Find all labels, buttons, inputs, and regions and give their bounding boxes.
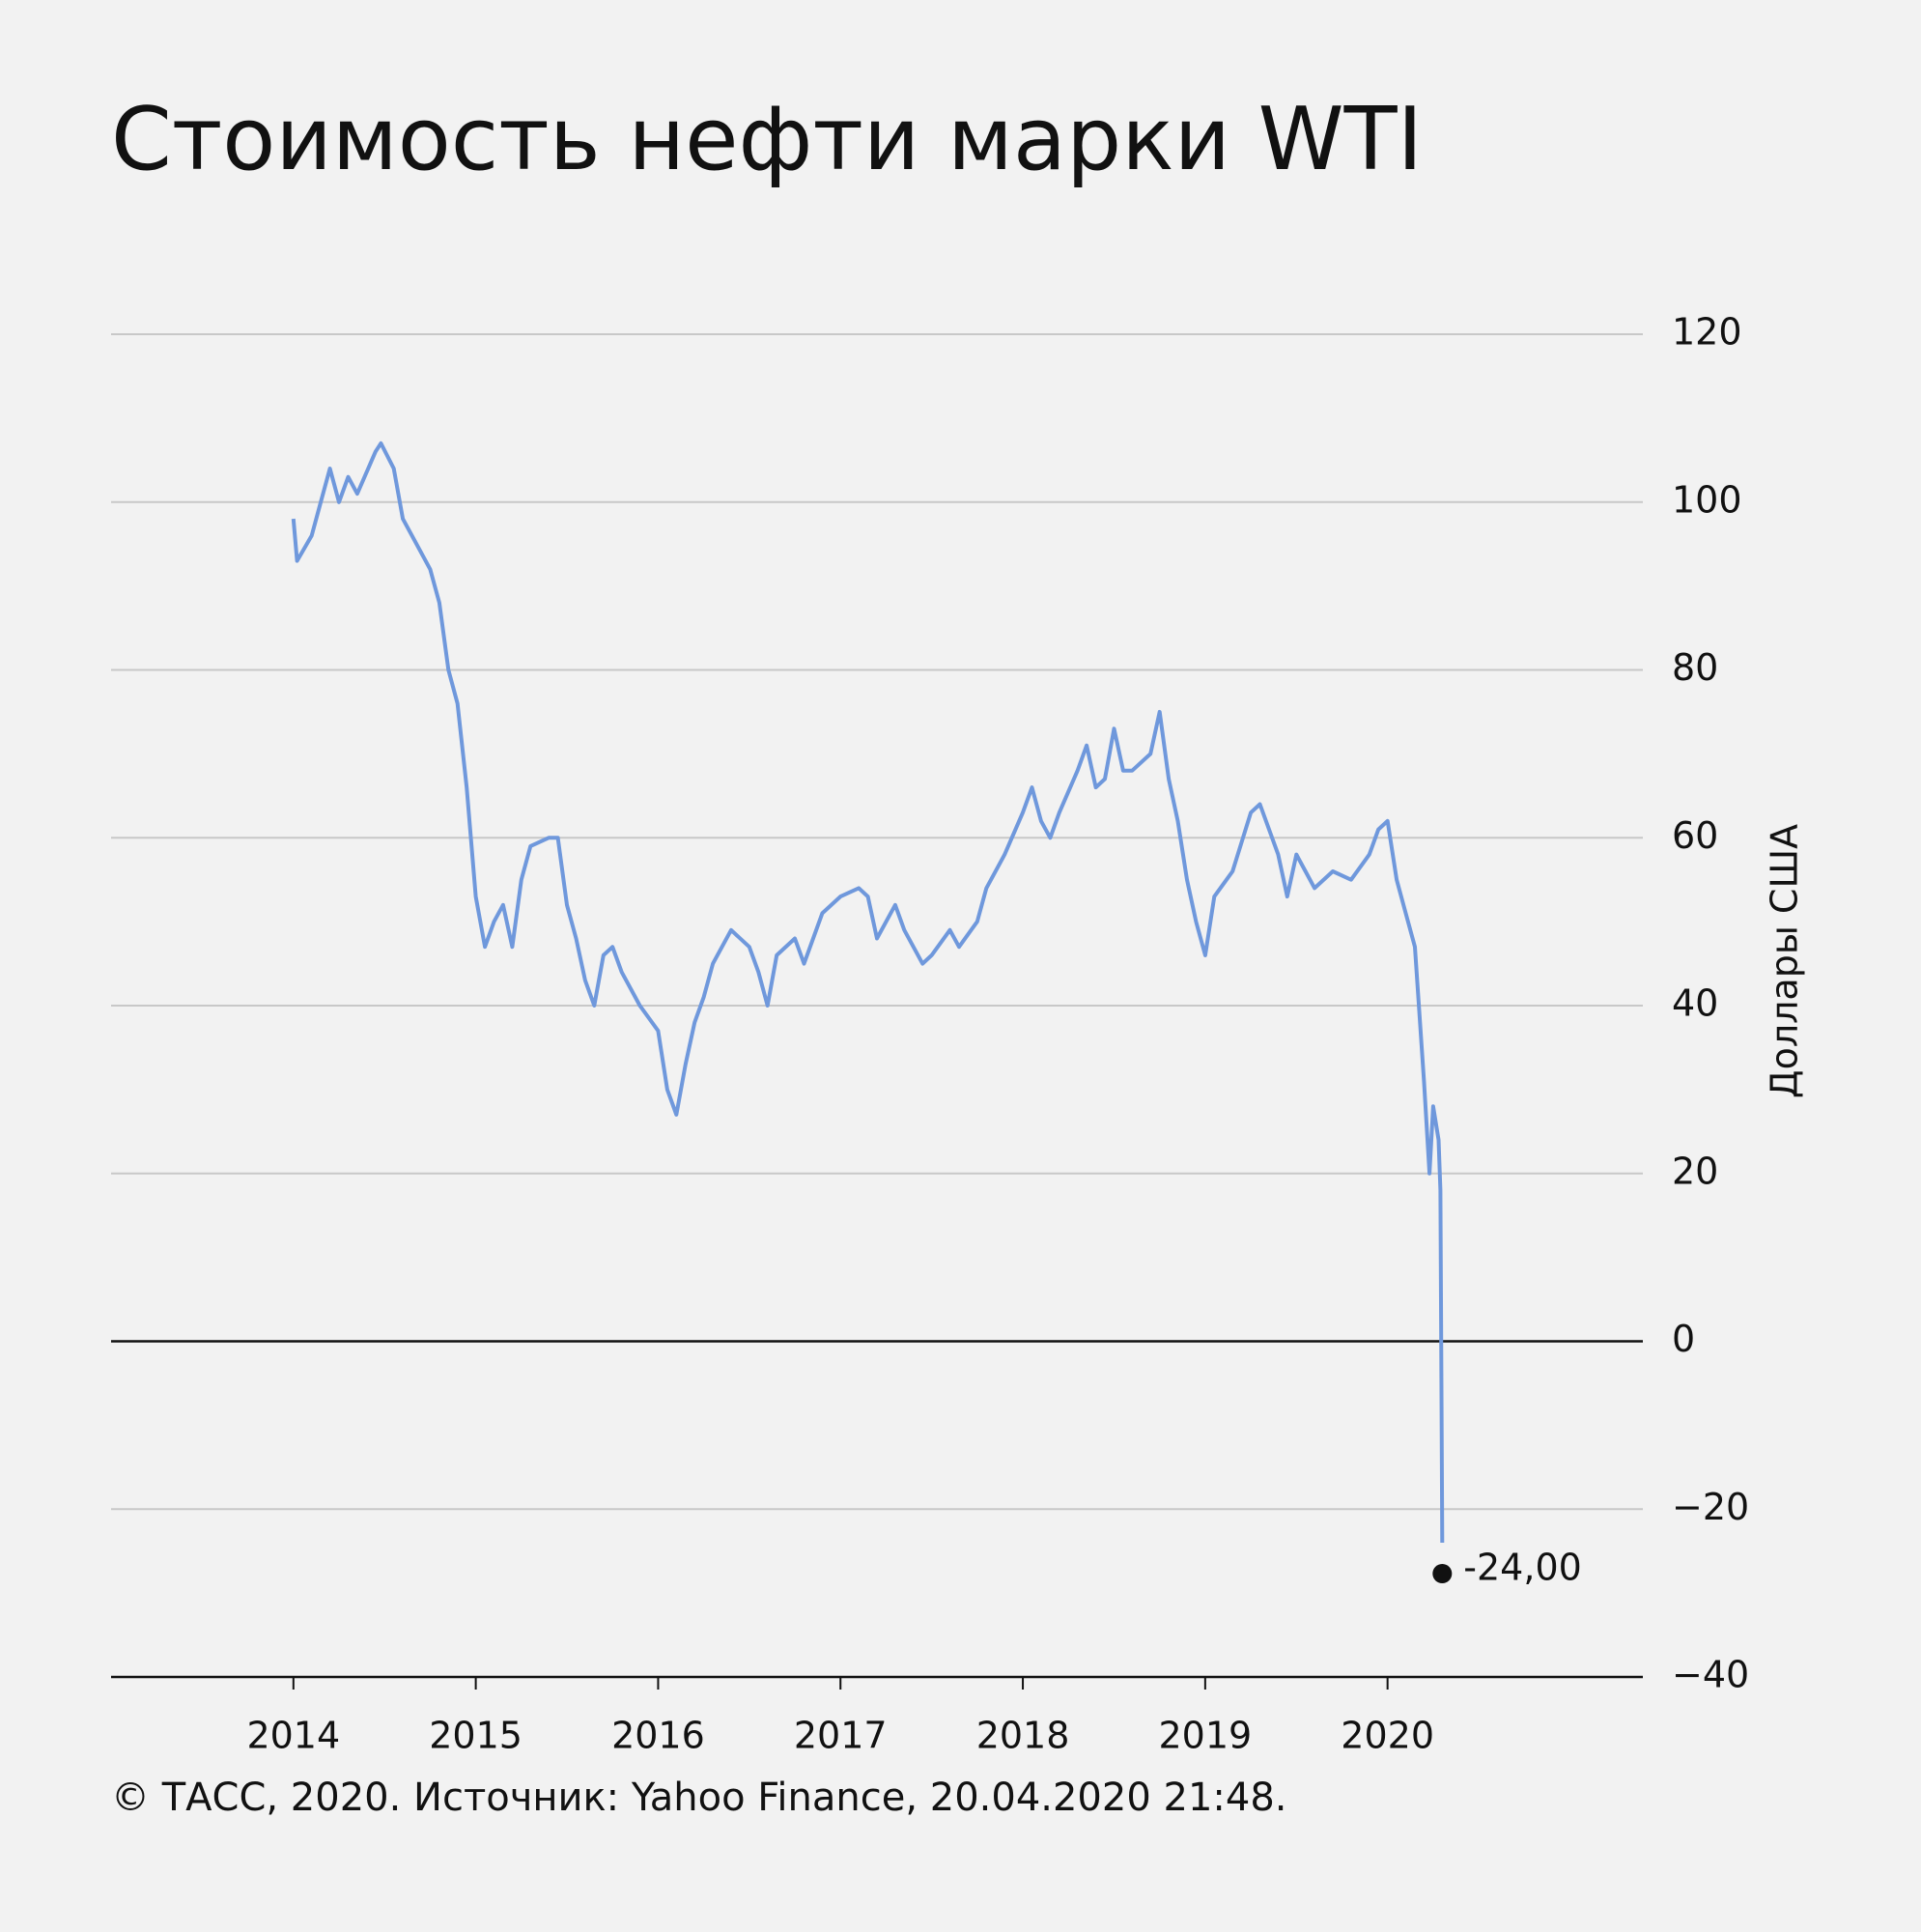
y-tick-label: 20 (1672, 1150, 1718, 1192)
y-tick-label: 80 (1672, 646, 1718, 689)
y-tick-label: 120 (1672, 311, 1742, 354)
end-label: -24,00 (1463, 1547, 1582, 1589)
x-tick-label: 2015 (429, 1715, 523, 1757)
y-tick-label: 100 (1672, 478, 1742, 521)
footer: © ТАСС, 2020. Источник: Yahoo Finance, 2… (111, 1776, 1286, 1820)
end-point (1432, 1564, 1453, 1583)
x-tick-label: 2018 (976, 1715, 1070, 1757)
x-tick-label: 2014 (246, 1715, 340, 1757)
chart-title: Стоимость нефти марки WTI (111, 89, 1423, 190)
y-tick-label: 0 (1672, 1318, 1695, 1360)
x-tick-label: 2016 (611, 1715, 705, 1757)
x-tick-label: 2020 (1341, 1715, 1434, 1757)
y-tick-label: 40 (1672, 982, 1718, 1025)
price-line (291, 440, 1445, 1544)
y-tick-label: −20 (1672, 1486, 1749, 1528)
y-tick-label: 60 (1672, 814, 1718, 857)
y-tick-label: −40 (1672, 1654, 1749, 1696)
x-tick-label: 2017 (794, 1715, 888, 1757)
x-tick-label: 2019 (1158, 1715, 1252, 1757)
y-axis-label: Доллары США (1764, 824, 1806, 1098)
